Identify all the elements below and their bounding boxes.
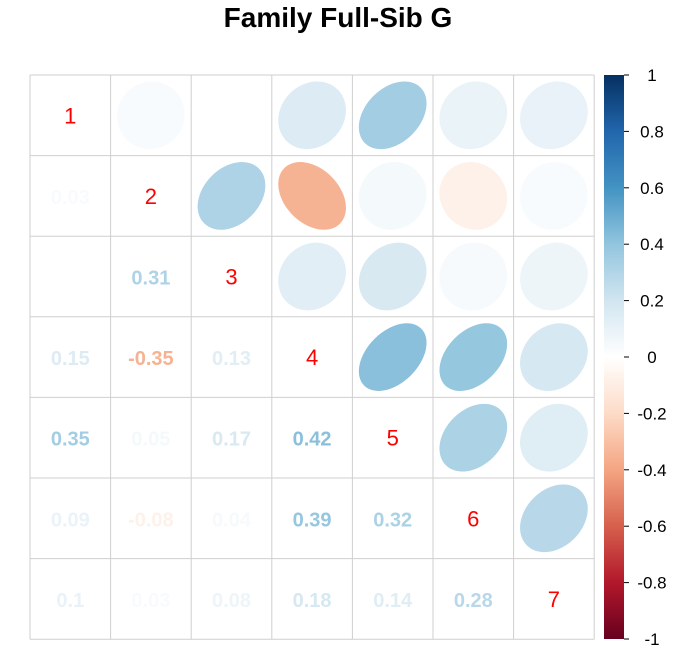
correlation-ellipse (278, 162, 346, 230)
diagonal-label: 4 (306, 345, 318, 370)
correlation-ellipse (520, 323, 588, 391)
correlation-ellipse (439, 242, 508, 311)
correlation-ellipse (439, 162, 508, 230)
diagonal-label: 7 (548, 587, 560, 612)
correlation-value: 0.32 (373, 509, 412, 531)
correlation-value: 0.05 (131, 429, 170, 451)
correlation-value: 0.04 (212, 509, 252, 531)
correlation-ellipse (197, 81, 266, 150)
correlation-value: 0.18 (293, 590, 332, 612)
correlation-value: 0.03 (131, 590, 170, 612)
colorbar-tick-label: -0.2 (637, 404, 666, 423)
correlation-value: 0.35 (51, 429, 90, 451)
diagonal-label: 6 (467, 506, 479, 531)
correlation-value: 0.15 (51, 348, 90, 370)
colorbar-tick-label: 0.8 (640, 122, 664, 141)
chart-title: Family Full-Sib G (223, 2, 453, 33)
correlation-value: 0.1 (56, 590, 84, 612)
correlation-ellipse (197, 162, 266, 230)
colorbar-tick-label: 0.4 (640, 235, 664, 254)
correlation-ellipse (520, 403, 588, 472)
correlation-value: 0.39 (293, 509, 332, 531)
correlation-ellipse (278, 242, 346, 311)
correlation-value: -0.35 (128, 348, 174, 370)
correlation-ellipse (520, 242, 588, 311)
correlation-ellipse (439, 323, 508, 391)
colorbar-tick-label: -0.6 (637, 517, 666, 536)
correlation-value: 0.08 (212, 590, 251, 612)
correlation-value: 0.09 (51, 509, 90, 531)
correlation-value: 0.14 (373, 590, 413, 612)
diagonal-label: 5 (387, 426, 399, 451)
correlation-ellipse (278, 81, 346, 150)
correlation-ellipse (520, 162, 588, 230)
colorbar-tick-label: -0.4 (637, 461, 666, 480)
correlation-value: -0.08 (128, 509, 174, 531)
correlation-value: 0.31 (131, 268, 170, 290)
colorbar-tick-label: 1 (647, 66, 656, 85)
correlation-ellipse (358, 81, 427, 150)
correlation-value: 0.28 (454, 590, 493, 612)
correlation-ellipse (520, 81, 588, 150)
correlation-ellipse (358, 242, 427, 311)
colorbar-tick-label: 0.2 (640, 292, 664, 311)
colorbar-tick-label: -0.8 (637, 574, 666, 593)
diagonal-label: 1 (64, 103, 76, 128)
correlation-ellipse (117, 81, 185, 150)
correlation-ellipse (439, 403, 508, 472)
diagonal-label: 3 (225, 265, 237, 290)
correlation-value: 0 (65, 268, 76, 290)
correlation-ellipse (439, 81, 508, 150)
correlation-ellipse (358, 323, 427, 391)
colorbar-tick-label: 0.6 (640, 179, 664, 198)
correlation-ellipse (520, 484, 588, 553)
colorbar-tick-label: 0 (647, 348, 656, 367)
colorbar (604, 75, 624, 639)
diagonal-label: 2 (145, 184, 157, 209)
correlation-value: 0.03 (51, 187, 90, 209)
colorbar-tick-label: -1 (644, 630, 659, 649)
correlation-value: 0.13 (212, 348, 251, 370)
correlation-value: 0.17 (212, 429, 251, 451)
correlation-value: 0.42 (293, 429, 332, 451)
correlation-ellipse (358, 162, 427, 230)
